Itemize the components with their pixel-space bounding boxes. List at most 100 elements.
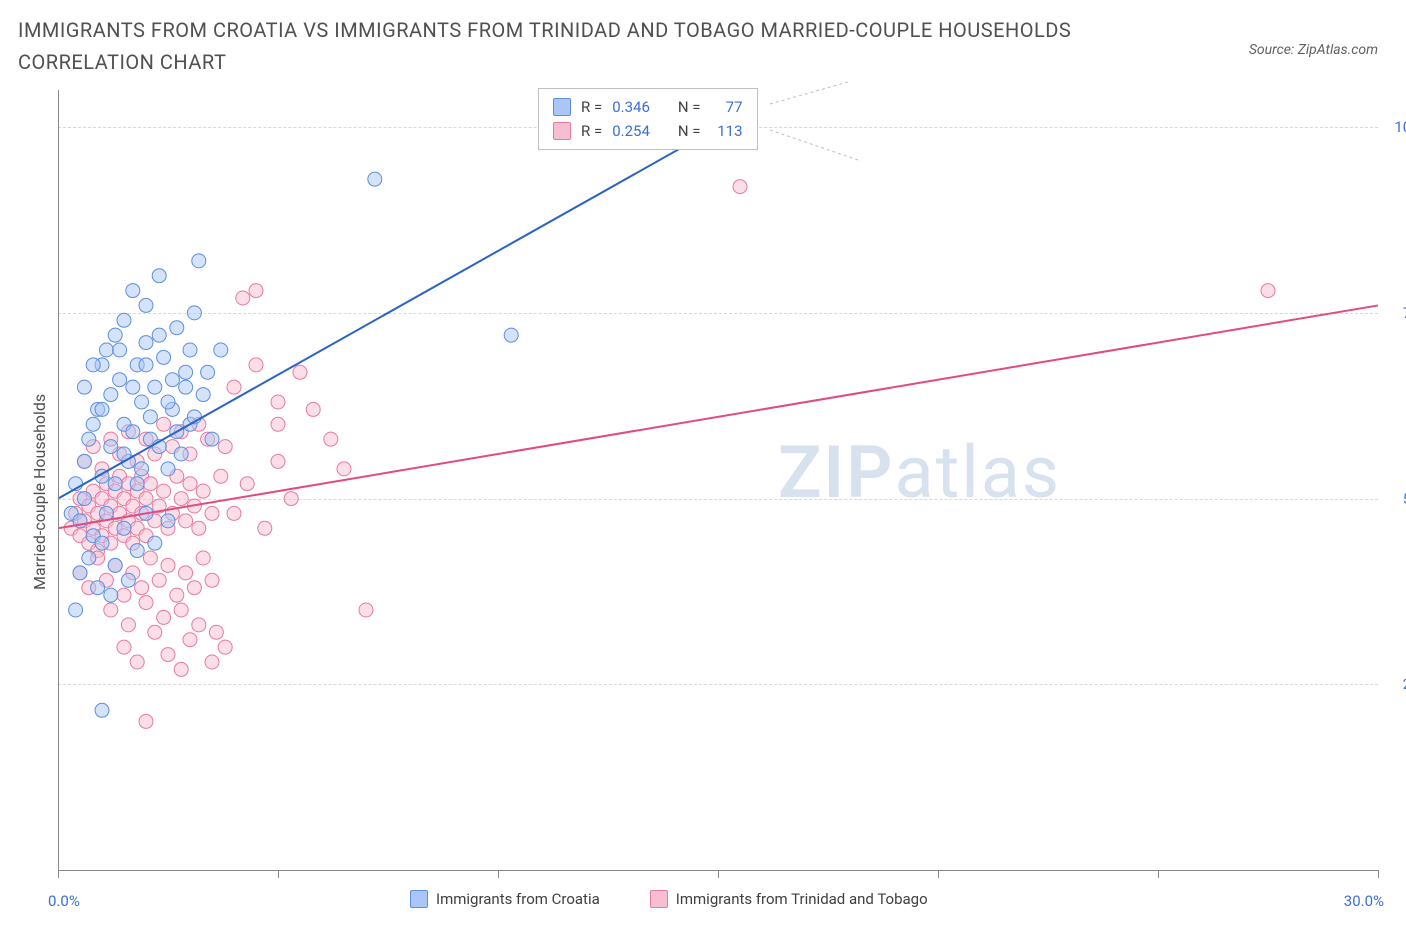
scatter-point [218,440,232,454]
scatter-point [161,514,175,528]
scatter-point [152,269,166,283]
scatter-point [249,358,263,372]
scatter-point [143,551,157,565]
scatter-point [196,484,210,498]
scatter-point [77,454,91,468]
n-value-croatia: 77 [711,95,743,119]
scatter-point [205,432,219,446]
r-label: R = [581,119,602,143]
scatter-point [214,343,228,357]
x-max-label: 30.0% [1344,892,1384,910]
scatter-point [117,588,131,602]
scatter-point [236,291,250,305]
scatter-point [126,425,140,439]
n-label: N = [678,95,701,119]
scatter-point [174,662,188,676]
scatter-point [77,380,91,394]
stats-row-trinidad: R = 0.254 N = 113 [553,119,743,143]
scatter-point [174,492,188,506]
legend-item-croatia: Immigrants from Croatia [410,890,600,908]
scatter-point [139,596,153,610]
x-tick [1378,870,1379,878]
legend-item-trinidad: Immigrants from Trinidad and Tobago [650,890,928,908]
scatter-point [187,581,201,595]
scatter-point [174,447,188,461]
scatter-point [126,284,140,298]
stats-row-croatia: R = 0.346 N = 77 [553,95,743,119]
scatter-point [271,417,285,431]
scatter-point [130,544,144,558]
scatter-point [174,603,188,617]
r-label: R = [581,95,602,119]
scatter-point [293,365,307,379]
scatter-point [139,492,153,506]
scatter-point [161,395,175,409]
scatter-point [108,477,122,491]
y-tick-100: 100.0% [1394,118,1406,136]
scatter-point [179,566,193,580]
scatter-point [183,343,197,357]
scatter-point [161,558,175,572]
plot-area: 100.0% 75.0% 50.0% 25.0% ZIPatlas R = [58,90,1378,870]
x-tick [278,870,279,878]
scatter-point [152,573,166,587]
y-axis-title: Married-couple Households [30,394,49,590]
scatter-point [196,388,210,402]
scatter-point [148,380,162,394]
scatter-point [227,380,241,394]
x-tick [718,870,719,878]
chart-container: IMMIGRANTS FROM CROATIA VS IMMIGRANTS FR… [0,0,1406,930]
scatter-point [69,603,83,617]
legend: Immigrants from Croatia Immigrants from … [410,890,928,908]
scatter-point [82,551,96,565]
scatter-point [139,336,153,350]
chart-title: IMMIGRANTS FROM CROATIA VS IMMIGRANTS FR… [18,14,1166,78]
scatter-point [209,625,223,639]
trend-line [58,127,718,498]
scatter-point [117,313,131,327]
scatter-point [337,462,351,476]
scatter-point [108,328,122,342]
scatter-point [148,536,162,550]
scatter-point [161,648,175,662]
scatter-point [205,655,219,669]
scatter-point [192,618,206,632]
stats-box: R = 0.346 N = 77 R = 0.254 N = 113 [538,88,758,150]
scatter-point [99,343,113,357]
scatter-point [135,395,149,409]
scatter-point [130,655,144,669]
scatter-point [95,402,109,416]
scatter-point [121,618,135,632]
scatter-point [121,573,135,587]
scatter-point [165,373,179,387]
scatter-point [143,477,157,491]
scatter-point [179,380,193,394]
scatter-point [192,521,206,535]
stats-swatch-croatia [553,98,571,116]
scatter-point [117,521,131,535]
legend-label-trinidad: Immigrants from Trinidad and Tobago [676,890,928,908]
stats-swatch-trinidad [553,122,571,140]
scatter-point [196,551,210,565]
source-attribution: Source: ZipAtlas.com [1249,42,1378,58]
scatter-point [218,640,232,654]
x-tick [938,870,939,878]
x-tick [498,870,499,878]
scatter-svg [58,90,1378,870]
scatter-point [157,484,171,498]
scatter-point [161,462,175,476]
n-label: N = [678,119,701,143]
scatter-point [306,402,320,416]
scatter-point [157,350,171,364]
scatter-point [179,365,193,379]
scatter-point [139,298,153,312]
scatter-point [733,180,747,194]
scatter-point [324,432,338,446]
scatter-point [86,417,100,431]
scatter-point [187,306,201,320]
scatter-point [113,373,127,387]
scatter-point [258,521,272,535]
scatter-point [157,417,171,431]
scatter-point [201,365,215,379]
legend-swatch-trinidad [650,890,668,908]
